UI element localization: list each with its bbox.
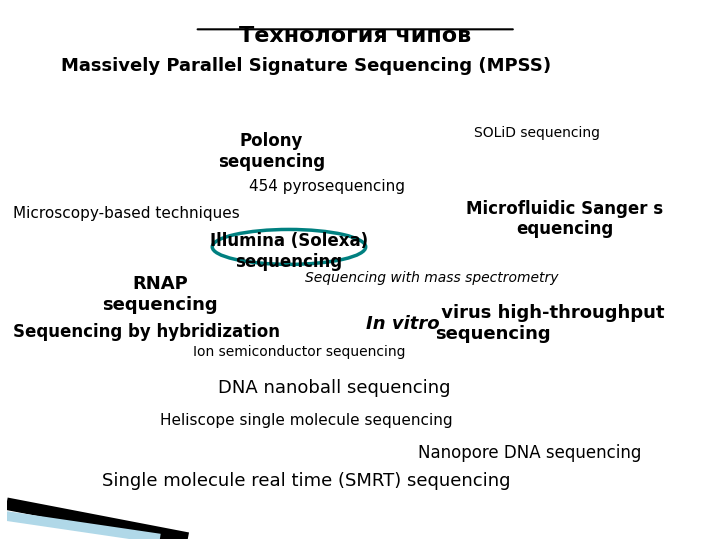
Text: RNAP
sequencing: RNAP sequencing	[102, 275, 217, 314]
Text: Heliscope single molecule sequencing: Heliscope single molecule sequencing	[160, 413, 453, 428]
Text: Polony
sequencing: Polony sequencing	[218, 132, 325, 171]
Text: Microscopy-based techniques: Microscopy-based techniques	[14, 206, 240, 221]
Text: Технология чипов: Технология чипов	[239, 25, 472, 45]
Text: DNA nanoball sequencing: DNA nanoball sequencing	[218, 379, 451, 397]
Text: Illumina (Solexa)
sequencing: Illumina (Solexa) sequencing	[210, 232, 368, 271]
Text: 454 pyrosequencing: 454 pyrosequencing	[249, 179, 405, 194]
Text: In vitro: In vitro	[366, 315, 439, 333]
Text: Sequencing with mass spectrometry: Sequencing with mass spectrometry	[305, 271, 559, 285]
Text: Single molecule real time (SMRT) sequencing: Single molecule real time (SMRT) sequenc…	[102, 471, 510, 490]
Text: Nanopore DNA sequencing: Nanopore DNA sequencing	[418, 444, 642, 462]
Text: Ion semiconductor sequencing: Ion semiconductor sequencing	[193, 345, 405, 359]
Text: Sequencing by hybridization: Sequencing by hybridization	[14, 323, 281, 341]
Text: virus high-throughput
sequencing: virus high-throughput sequencing	[436, 305, 665, 343]
Text: SOLiD sequencing: SOLiD sequencing	[474, 126, 600, 140]
Text: Massively Parallel Signature Sequencing (MPSS): Massively Parallel Signature Sequencing …	[61, 57, 552, 75]
Text: Microfluidic Sanger s
equencing: Microfluidic Sanger s equencing	[466, 200, 663, 238]
